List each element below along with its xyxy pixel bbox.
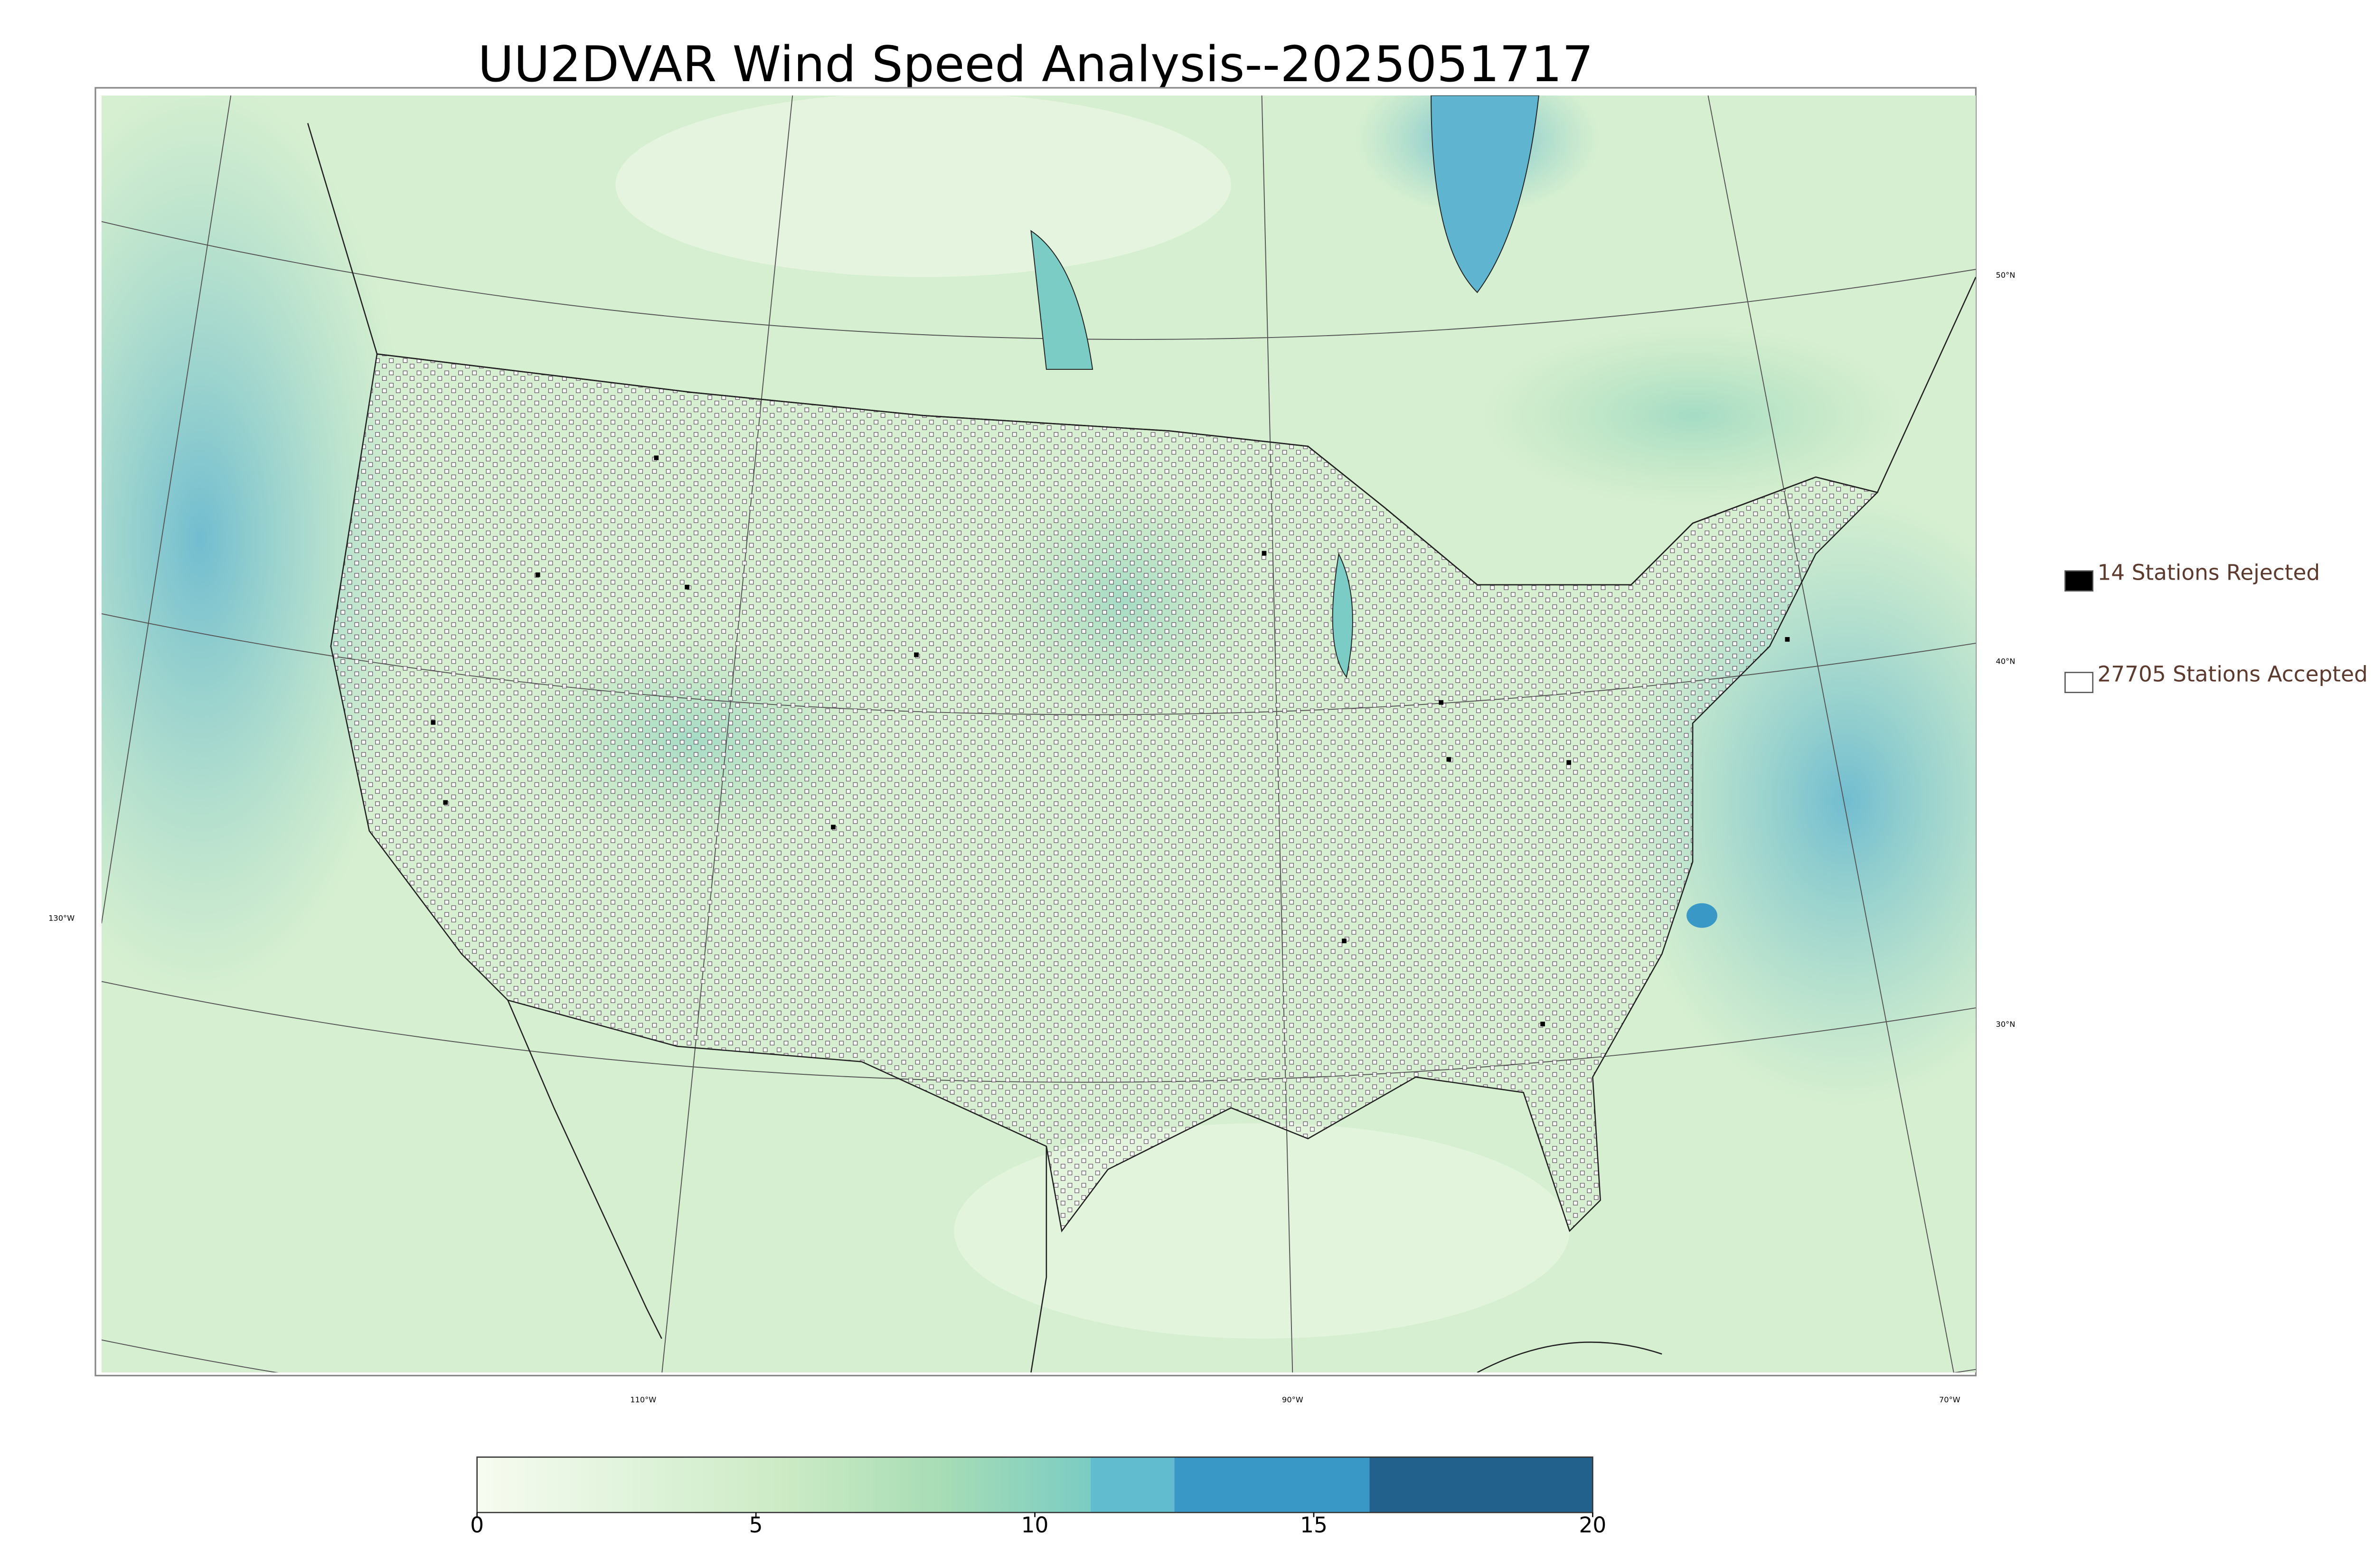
legend-label: 14 Stations Rejected xyxy=(2097,560,2320,585)
latitude-label: 30°N xyxy=(1996,1020,2016,1029)
colorbar-tick-label: 20 xyxy=(1579,1512,1607,1538)
latitude-label: 40°N xyxy=(1996,657,2016,666)
colorbar-gradient-band xyxy=(477,1457,1091,1513)
map xyxy=(101,95,1976,1373)
colorbar-step xyxy=(1174,1457,1370,1513)
legend: 14 Stations Rejected 27705 Stations Accep… xyxy=(2064,560,2368,693)
chart-title: UU2DVAR Wind Speed Analysis--2025051717 xyxy=(478,36,1593,93)
lake xyxy=(1332,552,1353,678)
lake xyxy=(1030,230,1093,370)
coastline xyxy=(507,1000,662,1339)
colorbar-step xyxy=(1369,1457,1593,1513)
bay xyxy=(1431,95,1539,293)
coastline xyxy=(1477,1342,1662,1373)
longitude-label: 70°W xyxy=(1939,1395,1960,1404)
legend-swatch xyxy=(2064,570,2094,592)
colorbar-step xyxy=(1091,1457,1175,1513)
latitude-label: 50°N xyxy=(1996,271,2016,280)
wind-field xyxy=(615,95,1231,277)
longitude-label: 90°W xyxy=(1282,1395,1303,1404)
legend-swatch xyxy=(2064,672,2094,693)
wind-field xyxy=(954,1123,1570,1339)
wind-field xyxy=(1686,903,1717,928)
wind-field xyxy=(1477,323,1908,508)
rejected-stations xyxy=(431,455,1790,1026)
longitude-label: 110°W xyxy=(630,1395,656,1404)
colorbar-tick-label: 10 xyxy=(1021,1512,1049,1538)
longitude-label: 130°W xyxy=(48,914,75,923)
coastline xyxy=(1030,1146,1047,1373)
colorbar-tick-label: 15 xyxy=(1300,1512,1328,1538)
axis-labels: 130°W 110°W 90°W 70°W 50°N 40°N 30°N xyxy=(48,271,2015,1404)
border xyxy=(307,123,1976,586)
wind-field xyxy=(101,95,415,1000)
colorbar-tick-label: 0 xyxy=(470,1512,484,1538)
legend-label: 27705 Stations Accepted xyxy=(2097,662,2367,687)
colorbar: 0 5 10 15 20 xyxy=(470,1456,1607,1538)
colorbar-tick-label: 5 xyxy=(749,1512,763,1538)
